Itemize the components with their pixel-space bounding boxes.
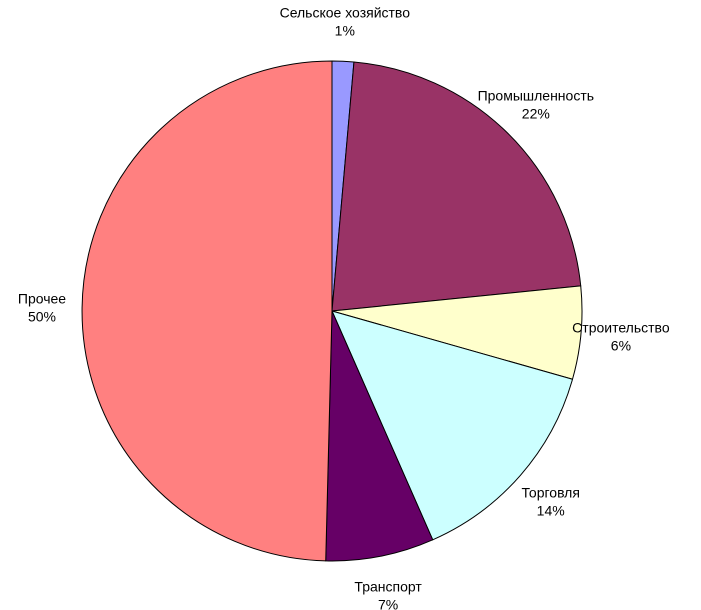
pie-label-5: Прочее 50% [18,290,66,324]
pie-slice-4 [325,310,434,562]
pie-slice-5 [81,60,333,562]
pie-label-percent: 7% [378,597,398,610]
pie-labels: Сельское хозяйство 1% Промышленность 22% Стр… [18,4,670,610]
pie-label-1: Промышленность 22% [478,88,594,122]
pie-label-name: Прочее [18,290,66,306]
pie-label-name: Строительство [572,320,670,336]
pie-label-name: Транспорт [354,579,422,595]
pie-label-percent: 14% [537,502,565,518]
pie-label-percent: 22% [522,106,550,122]
pie-label-4: Транспорт 7% [354,579,422,610]
pie-label-name: Промышленность [478,88,594,104]
pie-slices [81,60,583,562]
pie-label-name: Торговля [521,484,579,500]
pie-label-percent: 6% [611,338,631,354]
pie-slice-3 [331,310,574,541]
pie-label-percent: 1% [335,22,355,38]
pie-label-0: Сельское хозяйство 1% [280,4,411,38]
pie-label-3: Торговля 14% [521,484,579,518]
pie-slice-1 [331,61,582,312]
pie-label-name: Сельское хозяйство [280,4,411,20]
pie-label-2: Строительство 6% [572,320,670,354]
pie-label-percent: 50% [28,308,56,324]
